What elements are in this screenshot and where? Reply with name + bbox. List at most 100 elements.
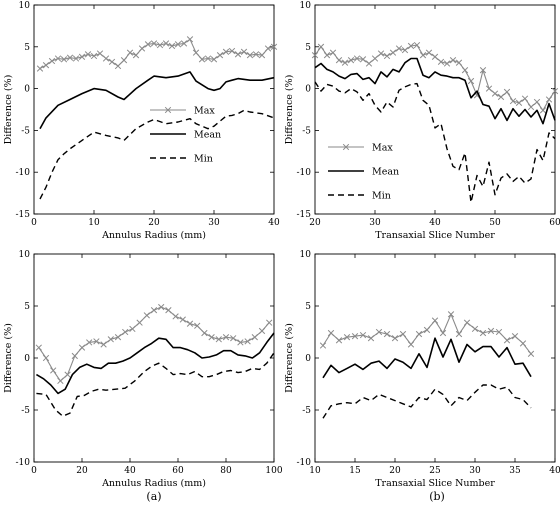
series-max-point: [353, 55, 361, 62]
series-max-point: [126, 49, 134, 56]
x-axis-label: Transaxial Slice Number: [375, 230, 495, 241]
y-tick-label: 0: [305, 85, 311, 95]
series-max-point: [198, 56, 206, 63]
x-tick-label: 50: [489, 218, 501, 228]
series-max-point: [266, 319, 273, 326]
series-max-point: [443, 60, 451, 67]
series-max-point: [143, 312, 150, 319]
x-tick-label: 0: [31, 466, 37, 476]
series-max-point: [150, 307, 158, 314]
series-max-point: [156, 41, 164, 49]
series-min-line: [322, 384, 532, 419]
y-axis-label: Difference (%): [284, 323, 295, 393]
series-max-point: [179, 316, 186, 323]
series-max-point: [48, 57, 56, 65]
series-max-point: [240, 48, 248, 55]
y-tick-label: 0: [24, 85, 30, 95]
series-max-point: [413, 41, 421, 49]
series-max-point: [425, 49, 433, 56]
series-max-point: [270, 43, 278, 50]
series-max-point: [437, 58, 445, 66]
y-tick-label: -5: [21, 126, 30, 136]
y-tick-label: -10: [297, 168, 312, 178]
series-max-point: [78, 344, 86, 351]
series-min-line: [36, 352, 275, 417]
series-max-point: [201, 329, 208, 337]
legend-label-max: Max: [194, 106, 215, 117]
series-max-point: [533, 98, 541, 106]
y-axis-label: Difference (%): [3, 75, 14, 145]
legend: Max Mean Min: [150, 106, 221, 165]
series-max-point: [503, 337, 511, 344]
series-max-point: [186, 36, 194, 43]
legend-label-mean: Mean: [194, 130, 221, 141]
series-max-point: [319, 342, 327, 349]
series-max-point: [172, 313, 179, 320]
x-tick-label: 15: [349, 466, 361, 476]
series-max-point: [367, 335, 375, 342]
series-max-point: [208, 334, 215, 341]
series-max-point: [343, 334, 351, 341]
x-tick-label: 30: [208, 218, 220, 228]
y-tick-label: 5: [24, 302, 30, 312]
series-max-point: [407, 42, 415, 50]
series-max-point: [341, 59, 349, 66]
series-max-point: [114, 334, 122, 341]
series-max-point: [93, 338, 100, 345]
series-max-point: [431, 53, 439, 60]
series-max-point: [423, 326, 431, 334]
series-max-point: [447, 311, 455, 318]
caption-b: (b): [429, 490, 445, 503]
x-tick-label: 20: [389, 466, 401, 476]
series-max-point: [237, 339, 244, 346]
series-max-point: [455, 59, 463, 66]
series-max-point: [539, 107, 547, 114]
x-tick-label: 40: [268, 218, 280, 228]
series-max-point: [100, 341, 107, 348]
x-tick-label: 10: [309, 466, 321, 476]
series-min-line: [314, 81, 556, 204]
series-max-point: [222, 334, 230, 341]
series-max-point: [78, 53, 86, 60]
y-tick-label: 5: [305, 302, 311, 312]
series-max-point: [108, 58, 116, 66]
x-tick-label: 80: [220, 466, 232, 476]
series-max-line: [314, 44, 556, 111]
y-axis-label: Difference (%): [284, 75, 295, 145]
series-max-point: [168, 42, 176, 50]
chart-panel-bottom-left: 0 20 40 60 80 100 -10 -5 0 5 10 Annulus Radius (mm)…: [3, 250, 283, 489]
x-tick-label: 0: [31, 218, 37, 228]
series-max-point: [311, 52, 319, 59]
x-tick-label: 40: [549, 466, 560, 476]
series-mean-line: [322, 337, 532, 379]
series-max-point: [503, 88, 511, 96]
x-tick-label: 20: [148, 218, 160, 228]
series-max-point: [122, 328, 129, 336]
series-max-point: [216, 52, 224, 59]
series-max-point: [252, 51, 260, 58]
series-max-point: [401, 46, 409, 54]
series-max-point: [129, 325, 136, 333]
series-max-point: [551, 87, 559, 95]
series-max-point: [144, 41, 152, 48]
series-max-point: [521, 95, 529, 102]
series-max-point: [192, 49, 200, 56]
series-max-point: [335, 57, 343, 64]
y-tick-label: 10: [19, 250, 31, 260]
series-max-point: [395, 45, 403, 52]
legend-marker: [164, 106, 172, 114]
series-max-point: [138, 45, 146, 52]
x-tick-label: 30: [369, 218, 381, 228]
series-max-point: [42, 62, 50, 69]
series-max-point: [222, 48, 230, 55]
series-max-point: [479, 329, 487, 337]
series-max-point: [132, 52, 140, 59]
plot-frame: [33, 253, 275, 463]
series-max-point: [71, 352, 78, 360]
legend-label-min: Min: [372, 191, 391, 202]
series-max-point: [72, 55, 80, 62]
series-max-point: [479, 67, 487, 74]
series-max-point: [391, 335, 399, 342]
legend-label-min: Min: [194, 154, 213, 165]
series-max-point: [329, 49, 337, 56]
